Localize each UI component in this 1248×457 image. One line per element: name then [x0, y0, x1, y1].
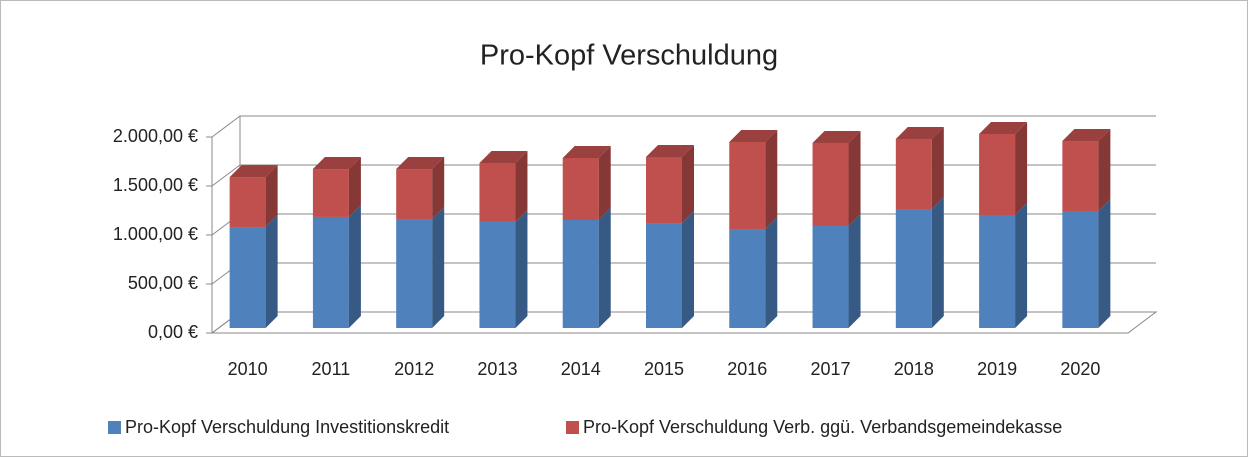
x-tick-label: 2015 [644, 359, 684, 379]
bar-front [812, 142, 849, 226]
legend-swatch [108, 421, 121, 434]
bar-side [515, 150, 528, 222]
legend-label: Pro-Kopf Verschuldung Verb. ggü. Verband… [583, 417, 1062, 437]
bar-front [646, 223, 682, 328]
x-tick-label: 2020 [1060, 359, 1100, 379]
legend-swatch [566, 421, 579, 434]
bar-top [229, 165, 278, 178]
bar-front [646, 156, 682, 224]
legend-label: Pro-Kopf Verschuldung Investitionskredit [125, 417, 449, 437]
bar-front [479, 221, 516, 328]
x-tick-label: 2014 [561, 359, 601, 379]
bar-front [979, 133, 1016, 216]
chart-title: Pro-Kopf Verschuldung [480, 40, 778, 72]
bar-top [396, 157, 445, 170]
bar-side [265, 165, 278, 228]
x-tick-label: 2010 [228, 359, 268, 379]
bar-front [312, 216, 349, 328]
bar-front [229, 227, 266, 328]
x-tick-label: 2019 [977, 359, 1017, 379]
bar-side [432, 207, 445, 328]
grid-line [211, 164, 241, 187]
bar-side [432, 157, 445, 220]
x-tick-label: 2013 [477, 359, 517, 379]
bar-side [848, 213, 861, 328]
bar-side [598, 145, 611, 221]
x-tick-label: 2016 [727, 359, 767, 379]
bar-side [682, 144, 694, 224]
bar-front [979, 215, 1016, 328]
bar-top [479, 150, 528, 163]
bar-side [1015, 203, 1028, 328]
bar-top [812, 130, 861, 143]
y-tick-label: 0,00 € [148, 322, 198, 342]
bar-side [515, 209, 528, 328]
bar-side [265, 215, 278, 328]
grid-line [211, 115, 241, 138]
x-tick-label: 2018 [894, 359, 934, 379]
bar-front [1062, 141, 1099, 211]
bar-front [479, 162, 516, 222]
x-tick-label: 2012 [394, 359, 434, 379]
bar-front [729, 229, 766, 328]
y-tick-label: 2.000,00 € [113, 126, 198, 146]
y-tick-label: 1.500,00 € [113, 175, 198, 195]
bar-top [1062, 129, 1111, 142]
bar-top [895, 126, 944, 139]
bar-side [765, 129, 778, 230]
bar-side [1098, 129, 1111, 211]
bar-side [931, 197, 944, 328]
bar-top [312, 157, 361, 170]
bar-side [1015, 121, 1028, 216]
x-tick-label: 2017 [811, 359, 851, 379]
bar-side [348, 204, 361, 328]
bar-front [895, 209, 932, 328]
bar-front [396, 219, 433, 328]
bar-side [765, 217, 778, 328]
bar-front [229, 177, 266, 228]
bar-front [895, 138, 932, 210]
bar-front [1062, 210, 1099, 328]
bar-side [348, 157, 361, 217]
bar-side [931, 126, 944, 210]
bar-front [729, 141, 766, 230]
bar-front [312, 169, 349, 217]
bar-front [562, 220, 599, 328]
x-tick-label: 2011 [312, 359, 351, 379]
bar-side [598, 208, 611, 328]
bar-side [848, 130, 861, 226]
bar-top [646, 144, 694, 157]
y-tick-label: 1.000,00 € [113, 224, 198, 244]
bar-front [562, 157, 599, 221]
bar-front [396, 169, 433, 220]
y-tick-label: 500,00 € [128, 273, 198, 293]
bar-top [562, 145, 611, 158]
bar-top [979, 121, 1028, 134]
bar-top [729, 129, 778, 142]
bar-front [812, 225, 849, 328]
bar-side [682, 211, 694, 328]
bar-side [1098, 198, 1111, 328]
